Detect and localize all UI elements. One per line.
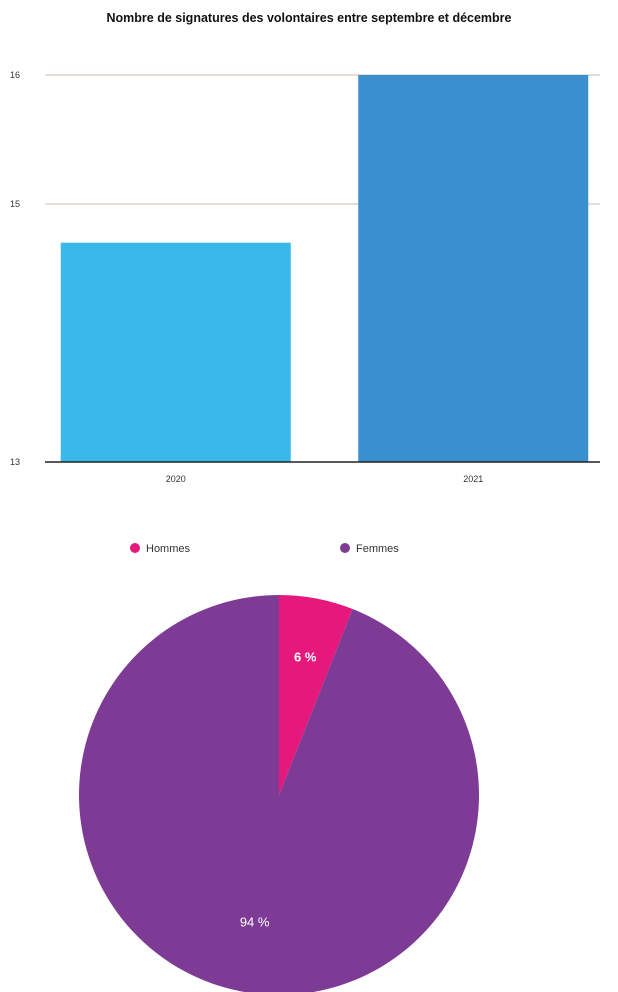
- pie-slice-labels: 6 % 94 %: [240, 649, 317, 929]
- pie-slices: [79, 595, 479, 992]
- bar-2021: [358, 75, 589, 462]
- y-tick-labels: 13 15 16: [10, 70, 20, 467]
- x-tick-label: 2021: [463, 474, 483, 484]
- y-tick-label: 13: [10, 457, 20, 467]
- bar-2020: [60, 242, 291, 462]
- legend-label: Hommes: [146, 543, 191, 555]
- legend-marker-hommes: [130, 543, 140, 553]
- y-tick-label: 16: [10, 70, 20, 80]
- chart-title: Nombre de signatures des volontaires ent…: [107, 11, 512, 25]
- pie-legend: Hommes Femmes: [130, 543, 399, 555]
- slice-value-label: 6 %: [294, 649, 317, 664]
- pie-slice-femmes: [79, 595, 479, 992]
- pie-slice-hommes: [279, 595, 353, 795]
- legend-label: Femmes: [356, 543, 399, 555]
- bars: [60, 75, 589, 462]
- y-tick-label: 15: [10, 199, 20, 209]
- bar-chart: Nombre de signatures des volontaires ent…: [10, 11, 600, 484]
- legend-marker-femmes: [340, 543, 350, 553]
- slice-value-label: 94 %: [240, 915, 270, 930]
- x-tick-labels: 2020 2021: [166, 474, 484, 484]
- pie-chart: Hommes Femmes 6 % 94 %: [79, 543, 479, 992]
- x-tick-label: 2020: [166, 474, 186, 484]
